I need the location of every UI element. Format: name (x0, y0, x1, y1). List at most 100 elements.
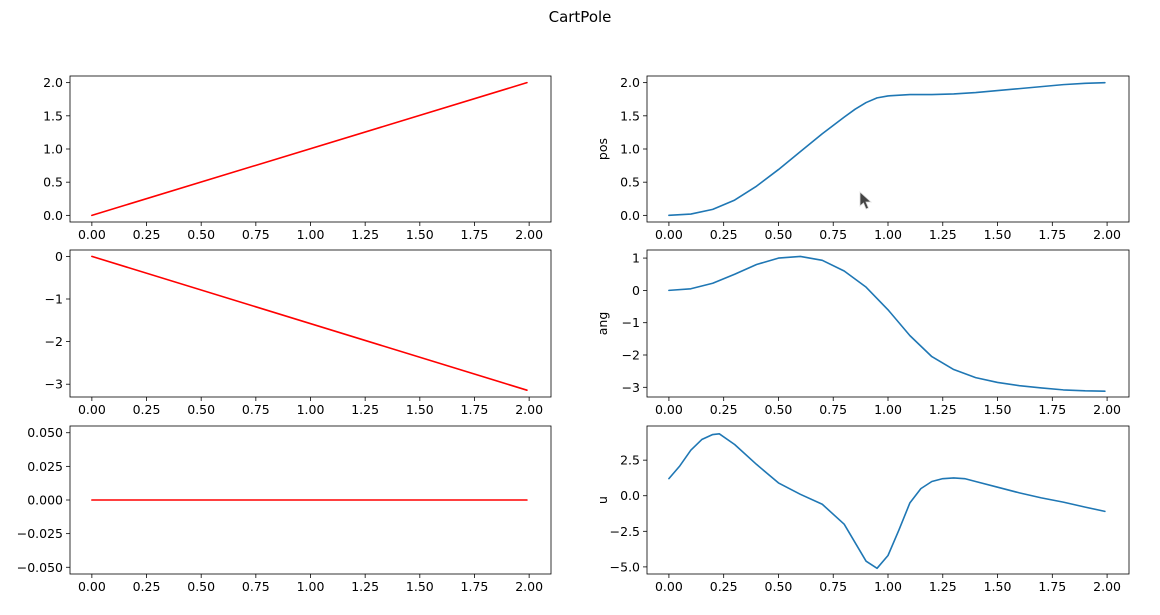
x-tick-label: 1.50 (406, 402, 434, 417)
subplot-bottom-right: 0.00 0.25 0.50 0.75 1.00 1.25 1.50 1.75 2.00 −5.0… (595, 425, 1130, 594)
subplot-bottom-left: 0.00 0.25 0.50 0.75 1.00 1.25 1.50 1.75 2.00 −0.0… (17, 425, 552, 594)
x-tick-label: 2.00 (515, 579, 543, 594)
y-tick-label: 0.0 (620, 208, 640, 223)
x-tick-label: 0.50 (187, 579, 215, 594)
x-tick-label: 0.75 (242, 227, 270, 242)
x-tick-label: 1.00 (297, 579, 325, 594)
y-tick-label: 0.025 (27, 459, 63, 474)
x-tick-label: 0.00 (655, 579, 683, 594)
y-tick-label: −1 (622, 315, 640, 330)
axes-frame (69, 249, 552, 398)
x-tick-label: 0.75 (242, 579, 270, 594)
x-tick-label: 0.00 (655, 227, 683, 242)
y-tick-label: −3 (45, 377, 63, 392)
x-tick-label: 0.25 (133, 227, 161, 242)
y-tick-label: 0.5 (43, 175, 63, 190)
x-tick-label: 1.75 (461, 402, 489, 417)
y-axis-label: u (595, 496, 610, 504)
x-tick-label: 0.75 (819, 227, 847, 242)
series-line (668, 81, 1106, 217)
x-tick-label: 1.25 (351, 402, 379, 417)
x-tick-label: 1.25 (351, 227, 379, 242)
axes-frame (69, 425, 552, 575)
y-tick-label: 0.0 (620, 488, 640, 503)
x-tick-label: 0.50 (765, 579, 793, 594)
x-tick-label: 0.50 (187, 227, 215, 242)
subplot-middle-left: 0.00 0.25 0.50 0.75 1.00 1.25 1.50 1.75 2.00 −3 −2… (45, 249, 552, 417)
y-tick-label: −2 (622, 348, 640, 363)
y-tick-label: −1 (45, 292, 63, 307)
x-tick-label: 0.75 (819, 579, 847, 594)
y-tick-label: 0.000 (27, 493, 63, 508)
y-tick-label: 0 (632, 283, 640, 298)
axes-frame (646, 75, 1130, 223)
x-tick-label: 0.00 (655, 402, 683, 417)
x-tick-label: 1.00 (297, 227, 325, 242)
x-tick-label: 0.25 (710, 402, 738, 417)
axes-frame (646, 425, 1130, 575)
series-line (91, 255, 528, 391)
x-tick-label: 0.50 (765, 227, 793, 242)
x-tick-label: 1.50 (984, 402, 1012, 417)
y-tick-label: 1.0 (43, 142, 63, 157)
y-axis-label: ang (595, 312, 610, 336)
x-tick-label: 1.00 (874, 227, 902, 242)
x-tick-label: 2.00 (1093, 579, 1121, 594)
y-tick-label: 2.0 (43, 75, 63, 90)
y-tick-label: 0 (55, 249, 63, 264)
y-tick-label: 1.5 (43, 108, 63, 123)
subplot-middle-right: 0.00 0.25 0.50 0.75 1.00 1.25 1.50 1.75 2.00 −3 −2… (595, 249, 1130, 417)
axes-frame (646, 249, 1130, 398)
y-tick-label: 0.050 (27, 425, 63, 440)
x-tick-label: 1.25 (929, 402, 957, 417)
subplot-top-right: 0.00 0.25 0.50 0.75 1.00 1.25 1.50 1.75 2.00 0.0 0… (595, 75, 1130, 242)
x-tick-label: 1.75 (1038, 579, 1066, 594)
x-tick-label: 2.00 (1093, 402, 1121, 417)
x-tick-label: 1.00 (874, 579, 902, 594)
x-tick-label: 0.75 (242, 402, 270, 417)
y-tick-label: 2.0 (620, 75, 640, 90)
x-tick-label: 1.75 (1038, 227, 1066, 242)
y-tick-label: 1 (632, 251, 640, 266)
x-tick-label: 1.00 (297, 402, 325, 417)
series-line (668, 255, 1106, 392)
x-tick-label: 1.75 (1038, 402, 1066, 417)
x-tick-label: 1.25 (929, 579, 957, 594)
x-tick-label: 0.25 (710, 227, 738, 242)
y-tick-label: −5.0 (610, 559, 640, 574)
x-tick-label: 1.75 (461, 227, 489, 242)
figure-title: CartPole (548, 8, 612, 26)
x-tick-label: 1.00 (874, 402, 902, 417)
x-tick-label: 0.00 (78, 402, 106, 417)
x-tick-label: 0.75 (819, 402, 847, 417)
y-tick-label: −3 (622, 380, 640, 395)
x-tick-label: 1.25 (929, 227, 957, 242)
x-tick-label: 1.25 (351, 579, 379, 594)
x-tick-label: 1.50 (984, 579, 1012, 594)
x-tick-label: 1.50 (406, 579, 434, 594)
x-tick-label: 1.50 (984, 227, 1012, 242)
x-tick-label: 1.50 (406, 227, 434, 242)
y-tick-label: −0.050 (17, 560, 63, 575)
y-tick-label: 0.0 (43, 208, 63, 223)
y-tick-label: 1.0 (620, 142, 640, 157)
x-tick-label: 2.00 (515, 227, 543, 242)
subplot-top-left: 0.00 0.25 0.50 0.75 1.00 1.25 1.50 1.75 2.00 0.0 0… (43, 75, 552, 242)
mouse-pointer-icon (859, 191, 873, 210)
x-tick-label: 0.00 (78, 579, 106, 594)
axes-frame (69, 75, 552, 223)
series-line (91, 81, 528, 217)
y-tick-label: 2.5 (620, 453, 640, 468)
y-tick-label: −2.5 (610, 524, 640, 539)
y-tick-label: −0.025 (17, 526, 63, 541)
x-tick-label: 2.00 (1093, 227, 1121, 242)
y-tick-label: 0.5 (620, 175, 640, 190)
x-tick-label: 2.00 (515, 402, 543, 417)
x-tick-label: 0.50 (187, 402, 215, 417)
x-tick-label: 0.00 (78, 227, 106, 242)
y-tick-label: 1.5 (620, 108, 640, 123)
x-tick-label: 0.25 (710, 579, 738, 594)
y-axis-label: pos (595, 138, 610, 160)
x-tick-label: 0.25 (133, 579, 161, 594)
